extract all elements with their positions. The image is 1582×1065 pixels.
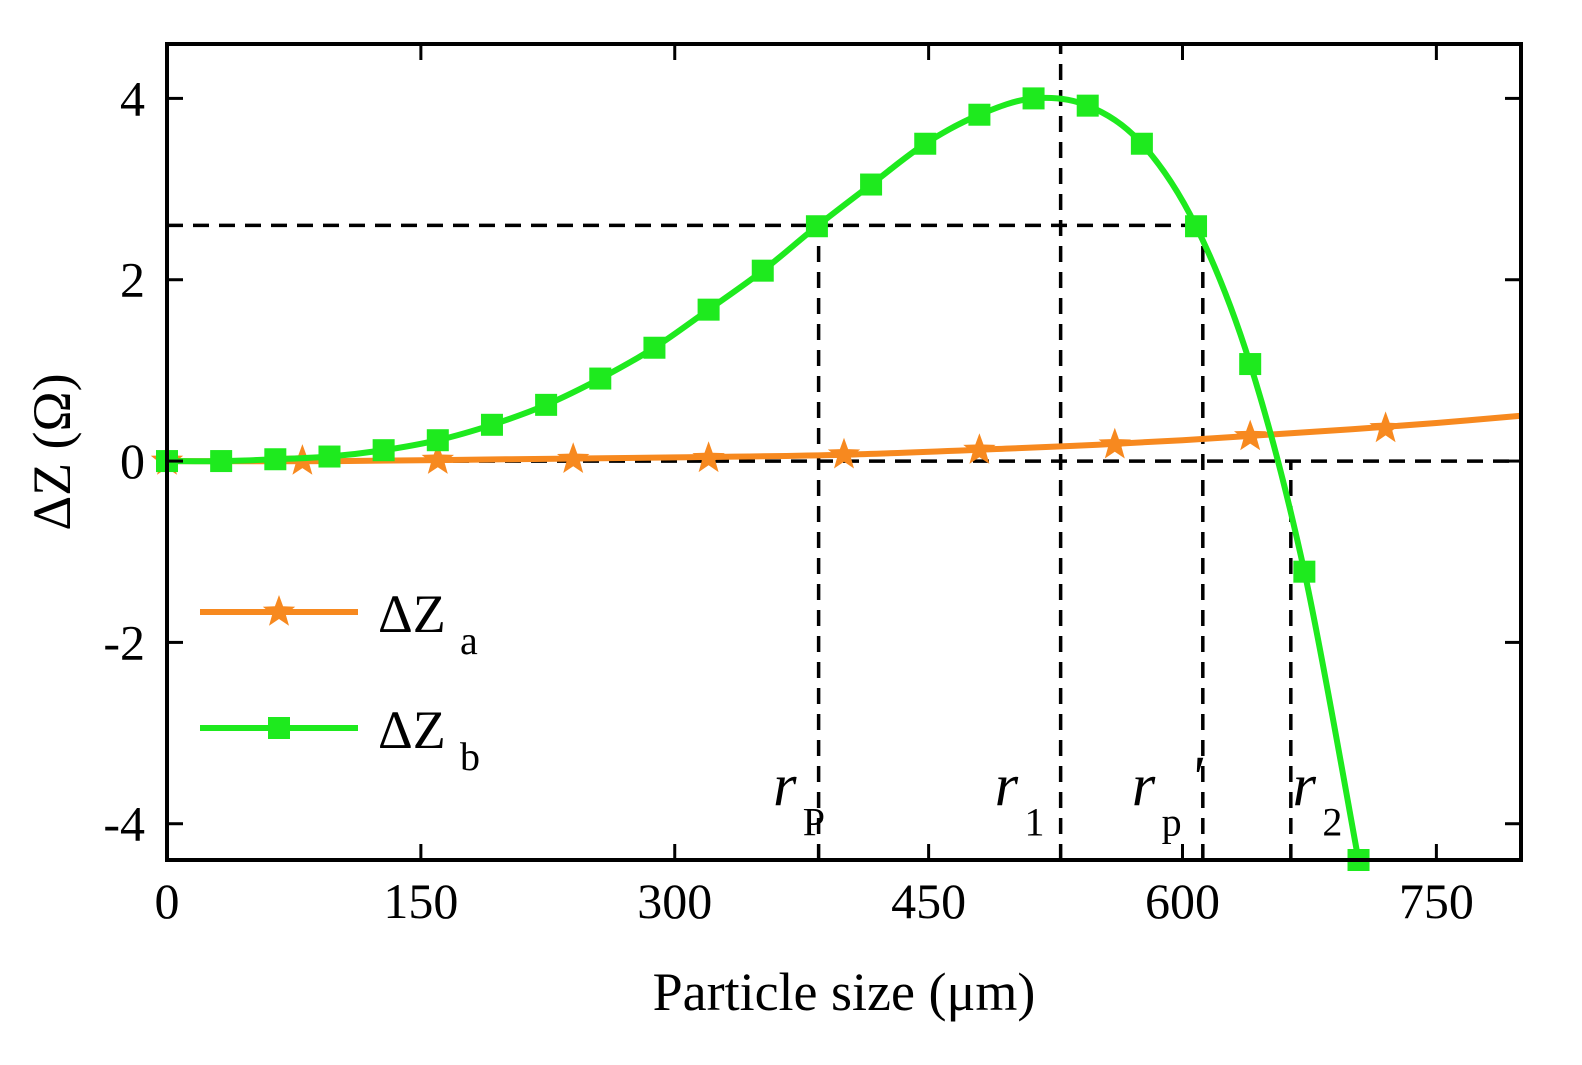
x-tick-label: 450 <box>891 873 966 929</box>
data-point <box>421 443 454 474</box>
data-point <box>210 450 233 473</box>
annotation-prime: ' <box>1190 745 1204 811</box>
data-point <box>557 442 590 473</box>
x-axis-label: Particle size (μm) <box>653 962 1036 1022</box>
data-point <box>643 336 666 359</box>
x-tick-label: 750 <box>1399 873 1474 929</box>
annotation-subscript: 2 <box>1322 800 1342 845</box>
legend-label: ΔZ <box>378 584 446 644</box>
data-point <box>1130 132 1153 155</box>
data-point <box>535 393 558 416</box>
series-0 <box>150 411 1522 475</box>
legend-label-sub: b <box>460 734 480 779</box>
data-point <box>805 215 828 238</box>
legend: ΔZ a ΔZ b <box>200 584 480 779</box>
annotation-symbol: r <box>995 753 1019 819</box>
y-tick-label: 0 <box>120 433 145 489</box>
legend-swatch-marker <box>262 595 296 626</box>
annotation-subscript: P <box>803 800 825 845</box>
y-axis-label: ΔZ (Ω) <box>22 373 82 530</box>
x-tick-label: 0 <box>155 873 180 929</box>
annotation-symbol: r <box>1132 753 1156 819</box>
legend-item-1: ΔZ b <box>200 700 480 779</box>
data-point <box>692 441 725 473</box>
x-tick-label: 150 <box>383 873 458 929</box>
data-point <box>914 132 937 155</box>
legend-item-0: ΔZ a <box>200 584 478 663</box>
data-point <box>1076 94 1099 117</box>
data-point <box>751 259 774 282</box>
data-point <box>480 413 503 436</box>
data-point <box>1098 427 1131 459</box>
y-tick-label: 2 <box>120 252 145 308</box>
data-point <box>589 367 612 390</box>
y-tick-label: -2 <box>103 614 145 670</box>
data-point <box>1234 419 1267 451</box>
data-point <box>1369 411 1402 443</box>
ticks-group: 0 150 300 450 600 750 -4 -2 0 2 4 <box>103 44 1521 929</box>
plot-frame <box>165 42 1523 862</box>
annotation-subscript: 1 <box>1024 800 1044 845</box>
data-point <box>1239 353 1262 376</box>
annotation-label: r2 <box>1293 753 1343 845</box>
data-point <box>1293 560 1316 583</box>
x-tick-label: 600 <box>1145 873 1220 929</box>
y-tick-label: -4 <box>103 796 145 852</box>
data-point <box>968 103 991 126</box>
annotation-symbol: r <box>1293 753 1317 819</box>
x-tick-label: 300 <box>637 873 712 929</box>
legend-swatch-marker <box>268 717 290 739</box>
data-point <box>426 429 449 452</box>
data-point <box>860 173 883 196</box>
annotation-label: r1 <box>995 753 1045 845</box>
data-point <box>1185 215 1208 238</box>
series-line <box>166 94 1362 861</box>
annotation-label: rP <box>773 753 825 845</box>
legend-label: ΔZ <box>378 700 446 760</box>
annotation-label: rp' <box>1132 745 1204 845</box>
data-point <box>1022 87 1045 110</box>
annotation-subscript: p <box>1162 800 1182 845</box>
data-point <box>318 445 341 468</box>
annotation-symbol: r <box>773 753 797 819</box>
legend-label-sub: a <box>460 618 478 663</box>
data-point <box>264 448 287 471</box>
data-point <box>827 437 861 469</box>
series-1 <box>156 87 1370 871</box>
data-point <box>372 439 395 462</box>
y-tick-label: 4 <box>120 70 145 126</box>
data-point <box>963 433 996 464</box>
data-point <box>697 298 720 321</box>
